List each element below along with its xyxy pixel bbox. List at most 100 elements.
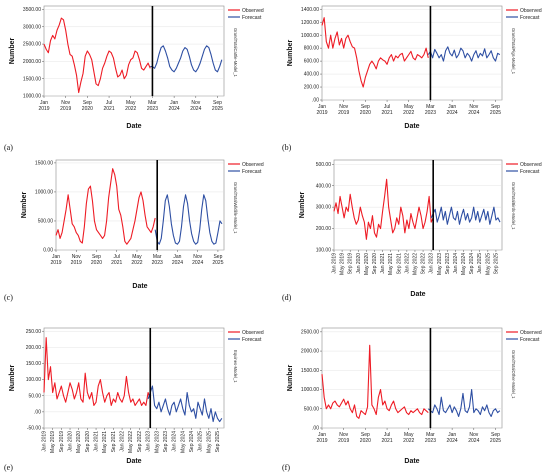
y-tick-label: .00 [312, 98, 319, 104]
y-tick-label: 1200.00 [301, 20, 319, 26]
x-tick-label: Jan 2019 [316, 104, 327, 116]
y-tick-label: 3500.00 [23, 7, 41, 13]
y-tick-label: 0.00 [43, 248, 53, 254]
x-tick-label-month: Jul [384, 104, 390, 110]
x-tick-label: Jan 2024 [447, 104, 458, 116]
x-tick-label-month: Jan [448, 104, 456, 110]
y-axis-title: Number [9, 38, 16, 65]
model-label: GrandTotalWildlife-Model_1 [233, 182, 238, 234]
x-tick-label: Nov 2019 [71, 254, 82, 266]
x-tick-label-month: Jul [114, 254, 120, 260]
forecast-line [430, 206, 501, 225]
x-tick-label: Jan 2024 [172, 431, 178, 452]
x-tick-label: Jan 2022 [120, 431, 126, 452]
y-tick-label: 400.00 [304, 72, 320, 78]
x-tick-label: Jan 2023 [146, 431, 152, 452]
x-tick-label: Jan 2021 [380, 253, 386, 274]
x-axis-title: Date [404, 458, 419, 465]
x-tick-label: Jan 2019 [316, 432, 327, 444]
y-tick-label: 600.00 [304, 59, 320, 65]
x-tick-label-month: Sep [361, 104, 370, 110]
x-tick-label-year: 2022 [403, 438, 414, 444]
x-tick-label-year: 2024 [447, 110, 458, 116]
x-tick-label-month: Nov [469, 432, 478, 438]
x-tick-label: Sep 2024 [469, 253, 475, 275]
y-tick-label: 1000.00 [301, 33, 319, 39]
x-tick-label: Jan 2025 [477, 253, 483, 274]
y-tick-label: 500.00 [304, 406, 320, 412]
x-tick-label-year: 2022 [131, 260, 142, 266]
legend-label: Forecast [242, 169, 262, 175]
y-tick-label: 100.00 [26, 377, 42, 383]
model-label: GrandTotalCattle-Model_1 [233, 28, 238, 78]
x-tick-label: Sep 2023 [163, 431, 169, 453]
legend-label: Observed [520, 330, 542, 336]
x-tick-label-month: Jan [318, 104, 326, 110]
x-tick-label-month: Sep [361, 432, 370, 438]
y-tick-label: 1000.00 [23, 94, 41, 100]
x-tick-label: May 2019 [50, 431, 56, 453]
x-tick-label-month: Jan [52, 254, 60, 260]
legend-label: Forecast [242, 337, 262, 343]
observed-line [43, 337, 151, 406]
x-tick-label: Jan 2024 [447, 432, 458, 444]
x-tick-label-month: May [126, 100, 136, 106]
y-axis-title: Number [287, 40, 294, 67]
x-tick-label-year: 2021 [111, 260, 122, 266]
x-tick-label-year: 2023 [152, 260, 163, 266]
x-tick-label-year: 2020 [91, 260, 102, 266]
x-tick-label: Nov 2024 [192, 254, 203, 266]
x-tick-label-year: 2024 [468, 438, 479, 444]
legend-label: Forecast [520, 15, 540, 21]
x-tick-label: Sep 2020 [82, 100, 93, 112]
chart-panel: 1000.00 1500.00 2000.00 2500.00 3000.00 3500.… [4, 5, 264, 152]
model-label: GrandTotalPigs-Model_1 [511, 28, 516, 75]
legend-label: Observed [520, 8, 542, 14]
x-tick-label: Jan 2022 [404, 253, 410, 274]
y-axis-title: Number [299, 192, 306, 219]
y-tick-label: 1500.00 [35, 161, 53, 167]
x-axis-title: Date [410, 291, 425, 298]
x-tick-label: Jan 2020 [68, 431, 74, 452]
x-tick-label: Jul 2021 [381, 104, 392, 116]
observed-line [43, 17, 151, 94]
x-tick-label-month: Jul [106, 100, 112, 106]
x-tick-label: Nov 2019 [60, 100, 71, 112]
x-tick-label-year: 2019 [316, 110, 327, 116]
y-tick-label: 100.00 [316, 248, 332, 254]
x-tick-label: Jul 2021 [381, 432, 392, 444]
x-tick-label: Sep 2025 [215, 431, 221, 453]
x-tick-label: Sep 2020 [372, 253, 378, 275]
forecast-line [154, 194, 223, 245]
x-tick-label-year: 2022 [125, 106, 136, 112]
legend-label: Forecast [520, 337, 540, 343]
panel-label: (a) [4, 143, 13, 152]
x-tick-label-month: Nov [193, 254, 202, 260]
x-tick-label-year: 2023 [425, 438, 436, 444]
x-tick-label: May 2024 [180, 431, 186, 453]
plot-area [321, 327, 503, 429]
y-tick-label: 50.00 [28, 393, 41, 399]
panel-label: (f) [282, 463, 290, 472]
x-tick-label: Jul 2021 [111, 254, 122, 266]
x-tick-label: Sep 2025 [490, 104, 501, 116]
observed-line [321, 344, 429, 419]
x-tick-label: Jan 2023 [429, 253, 435, 274]
y-tick-label: 200.00 [316, 226, 332, 232]
x-tick-label-year: 2020 [360, 110, 371, 116]
x-tick-label-month: Jan [318, 432, 326, 438]
panel-label: (b) [282, 143, 292, 152]
chart-panel: .00 500.00 1000.00 1500.00 2000.00 2500.00 Jan… [282, 327, 542, 472]
plot-area [43, 5, 225, 97]
x-tick-label: Mar 2023 [152, 254, 163, 266]
model-label: GrandTotalBirds-Model_1 [511, 182, 516, 230]
x-tick-label-year: 2024 [172, 260, 183, 266]
x-tick-label: May 2022 [131, 254, 142, 266]
x-tick-label: Sep 2022 [137, 431, 143, 453]
x-tick-label: Sep 2020 [360, 104, 371, 116]
x-tick-label: Jan 2024 [453, 253, 459, 274]
x-tick-label-month: Sep [83, 100, 92, 106]
x-tick-label: Nov 2019 [338, 432, 349, 444]
